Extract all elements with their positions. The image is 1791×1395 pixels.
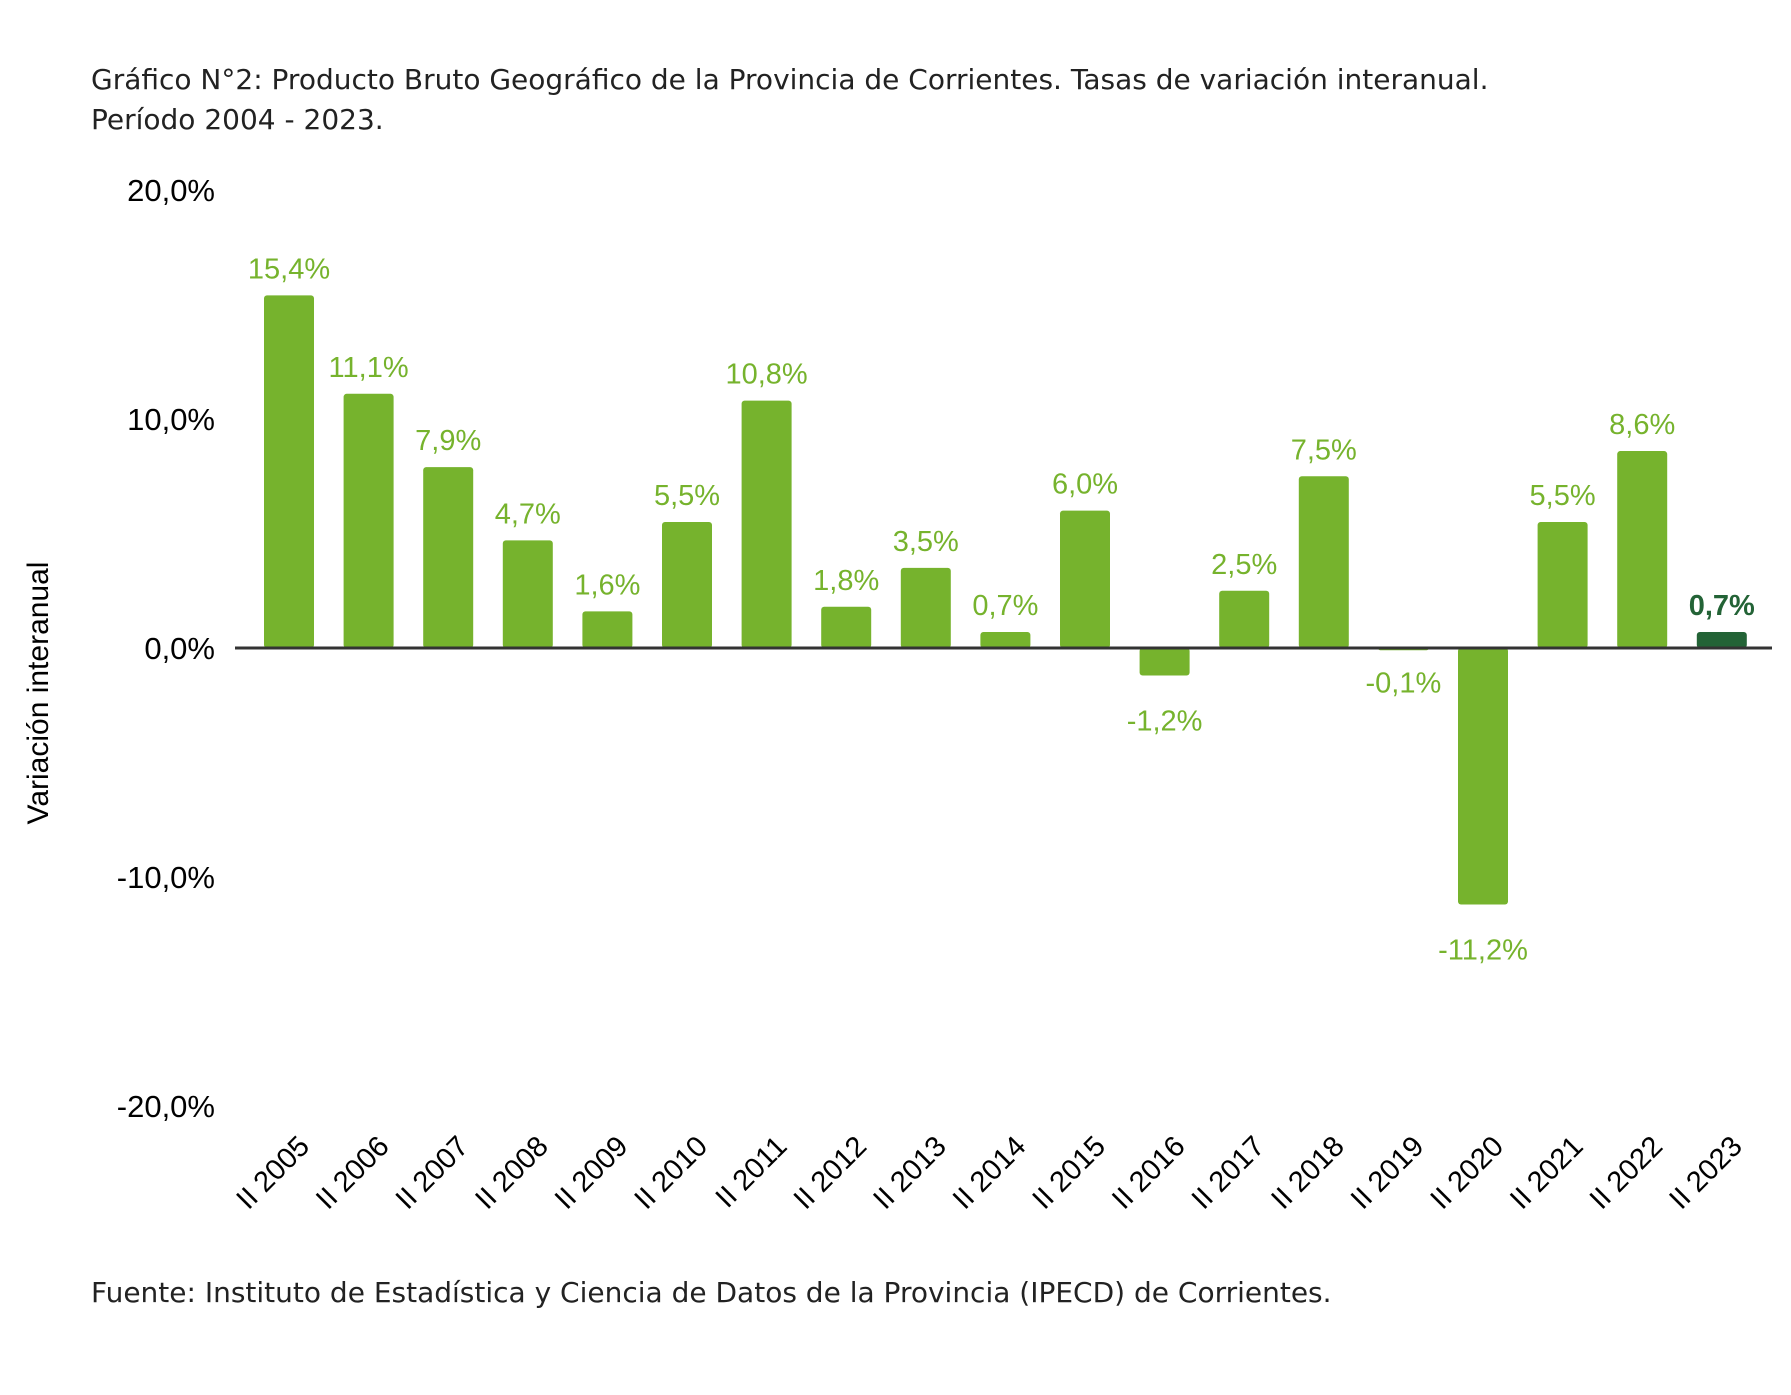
bar (1060, 510, 1110, 648)
bar (662, 522, 712, 648)
bar (423, 467, 474, 648)
chart-title: Gráfico N°2: Producto Bruto Geográfico d… (91, 60, 1691, 140)
x-tick-label: II 2008 (469, 1130, 554, 1215)
x-tick-label: II 2023 (1663, 1130, 1748, 1215)
bar (1537, 522, 1588, 648)
bars (264, 295, 1747, 905)
value-label: 15,4% (248, 253, 330, 285)
y-tick-label: 20,0% (127, 173, 215, 208)
bar (741, 400, 792, 648)
bar (1696, 631, 1747, 648)
bar (980, 631, 1031, 648)
x-tick-label: II 2009 (549, 1130, 634, 1215)
value-label: 5,5% (1530, 480, 1596, 512)
y-tick-label: 10,0% (127, 402, 215, 437)
value-label: -0,1% (1366, 667, 1442, 699)
value-label: 11,1% (329, 352, 409, 384)
bar (502, 540, 553, 648)
x-tick-label: II 2021 (1504, 1130, 1589, 1215)
value-label: 7,9% (415, 425, 481, 457)
value-label: 1,8% (813, 565, 879, 597)
chart-title-line-2: Período 2004 - 2023. (91, 103, 384, 136)
y-tick-label: -20,0% (117, 1089, 215, 1124)
value-label: 8,6% (1609, 409, 1675, 441)
value-label: 4,7% (495, 498, 561, 530)
value-label: 10,8% (725, 359, 807, 391)
x-tick-label: II 2017 (1186, 1130, 1271, 1215)
x-tick-label: II 2005 (231, 1130, 316, 1215)
x-tick-label: II 2020 (1425, 1130, 1510, 1215)
bar (1139, 648, 1190, 676)
value-label: 1,6% (574, 569, 640, 601)
bar (1617, 451, 1668, 648)
bar (821, 606, 872, 648)
value-label: 0,7% (1689, 590, 1755, 622)
chart-title-line-1: Gráfico N°2: Producto Bruto Geográfico d… (91, 63, 1489, 96)
y-tick-label: 0,0% (144, 631, 215, 666)
y-axis-label: Variación interanual (22, 562, 55, 825)
bar (900, 567, 951, 648)
x-tick-label: II 2011 (710, 1130, 794, 1214)
value-label: 0,7% (972, 590, 1038, 622)
x-tick-label: II 2012 (788, 1130, 873, 1215)
x-tick-label: II 2013 (867, 1130, 952, 1215)
value-labels: 15,4% 11,1% 7,9% 4,7% 1,6% 5,5% 10,8% 1,8% 3,5% 0… (248, 253, 1755, 966)
x-tick-label: II 2010 (629, 1130, 714, 1215)
value-label: -11,2% (1438, 934, 1528, 966)
bar (1298, 476, 1349, 648)
bar (343, 393, 394, 648)
y-tick-label: -10,0% (117, 860, 215, 895)
x-tick-label: II 2016 (1106, 1130, 1191, 1215)
bar (582, 611, 633, 648)
source-note: Fuente: Instituto de Estadística y Cienc… (91, 1276, 1332, 1309)
value-label: 7,5% (1291, 434, 1357, 466)
value-label: -1,2% (1127, 705, 1203, 737)
bar (1458, 648, 1508, 905)
x-tick-label: II 2015 (1027, 1130, 1112, 1215)
x-tick-label: II 2018 (1265, 1130, 1350, 1215)
value-label: 5,5% (654, 480, 720, 512)
value-label: 6,0% (1052, 469, 1118, 501)
value-label: 2,5% (1211, 549, 1277, 581)
x-tick-label: II 2007 (390, 1130, 475, 1215)
x-tick-label: II 2022 (1584, 1130, 1669, 1215)
x-tick-label: II 2006 (310, 1130, 395, 1215)
y-axis-ticks: 20,0% 10,0% 0,0% -10,0% -20,0% (117, 173, 215, 1124)
x-tick-label: II 2014 (947, 1130, 1032, 1215)
bar (264, 295, 314, 648)
x-tick-label: II 2019 (1345, 1130, 1430, 1215)
bar (1219, 590, 1270, 648)
value-label: 3,5% (893, 526, 959, 558)
